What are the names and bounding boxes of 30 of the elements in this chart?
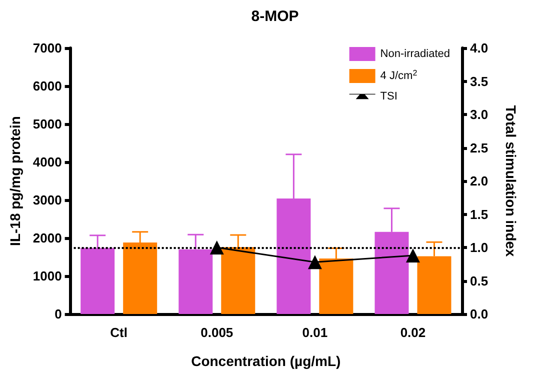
chart-title: 8-MOP [251, 8, 299, 25]
y-tick-label: 7000 [32, 40, 62, 56]
y-tick-label: 2000 [32, 230, 62, 246]
legend-label: TSI [380, 90, 398, 102]
x-axis-title: Concentration (µg/mL) [191, 353, 341, 369]
y2-tick-label: 3.5 [470, 74, 488, 89]
y2-tick-label: 2.0 [470, 174, 488, 188]
y2-tick-label: 1.0 [470, 240, 488, 255]
point [406, 248, 420, 262]
y-tick-label: 4000 [32, 154, 62, 170]
y2-tick-label: 2.5 [470, 140, 488, 156]
y2-tick-label: 0.0 [470, 306, 488, 322]
point [308, 255, 322, 270]
x-tick-label: 0.01 [302, 325, 328, 340]
y-tick-label: 0 [54, 306, 62, 322]
x-tick-label: 0.02 [400, 325, 426, 340]
legend-label: Non-irradiated [380, 48, 450, 60]
y-tick-label: 3000 [32, 192, 62, 208]
y2-tick-label: 4.0 [470, 40, 488, 56]
y2-tick-label: 3.0 [470, 107, 488, 122]
y-tick-label: 1000 [32, 268, 62, 284]
y-tick-label: 6000 [32, 78, 62, 94]
y-axis-title: IL-18 pg/mg protein [7, 116, 23, 246]
x-tick-label: 0.005 [200, 325, 234, 340]
y2-axis-title: Total stimulation index [503, 105, 519, 257]
y-tick-label: 5000 [32, 116, 62, 132]
y2-tick-label: 1.5 [470, 206, 488, 222]
y2-tick-label: 0.5 [470, 273, 488, 288]
x-tick-label: Ctl [110, 325, 128, 340]
point [210, 240, 224, 254]
